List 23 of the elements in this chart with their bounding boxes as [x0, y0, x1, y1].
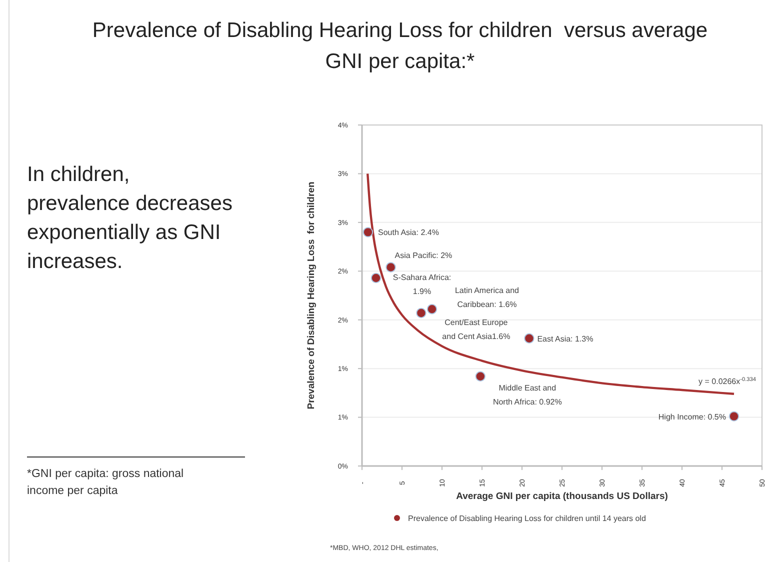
point [362, 227, 374, 238]
annotation: Cent/East Europe and Cent Asia1.6% [442, 318, 510, 342]
point [370, 272, 382, 284]
annotation: High Income: 0.5% [658, 412, 726, 422]
annotation: South Asia: 2.4% [378, 228, 439, 238]
text: In children, prevalence decreases exponentially as GNI increases. [27, 163, 232, 273]
x-axis-title: Average GNI per capita (thousands US Dollars) [456, 491, 668, 502]
legend-label: Prevalence of Disabling Hearing Loss for children until 14 years old [408, 514, 646, 523]
annotation: S-Sahara Africa: 1.9% [392, 272, 452, 296]
chart-title: Prevalence of Disabling Hearing Loss for children versus average GNI per capita:* [92, 19, 708, 73]
point [475, 371, 486, 382]
text: *GNI per capita: gross national income per capita [27, 468, 184, 497]
point [416, 308, 426, 318]
point [524, 333, 534, 344]
annotation: Middle East and North Africa: 0.92% [492, 383, 562, 406]
annotation: East Asia: 1.3% [537, 334, 594, 344]
point [386, 262, 396, 272]
annotation: y = 0.0266x$^{-0.334}$ [698, 376, 756, 386]
annotation: Latin America and Caribbean: 1.6% [454, 286, 520, 310]
annotation: Asia Pacific: 2% [394, 251, 452, 260]
y-axis-title: Prevalence of Disabling Hearing Loss for children [306, 182, 317, 410]
point [728, 411, 740, 422]
point [426, 304, 438, 314]
